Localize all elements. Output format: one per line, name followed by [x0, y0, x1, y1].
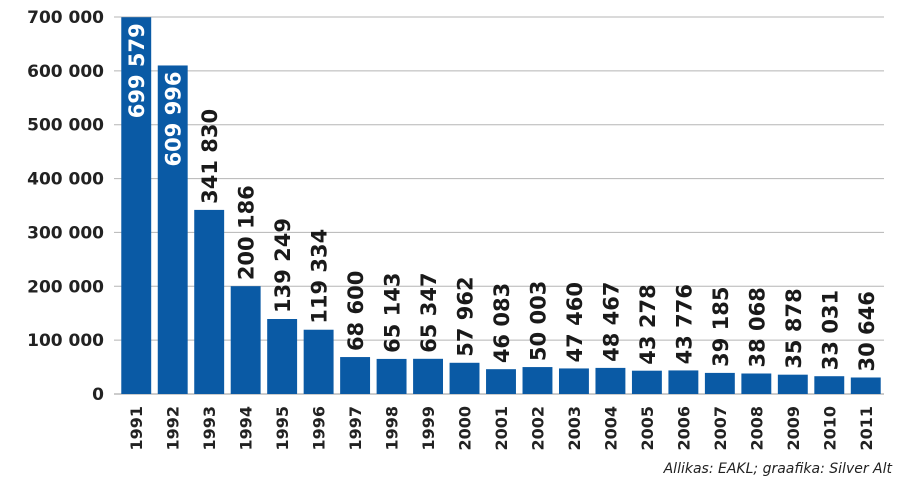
bar — [340, 357, 371, 394]
bars — [121, 17, 881, 395]
data-label: 57 962 — [454, 276, 478, 356]
data-label: 65 347 — [417, 272, 441, 352]
x-tick-label: 1996 — [310, 406, 329, 451]
data-label: 50 003 — [526, 281, 550, 361]
y-tick-label: 400 000 — [27, 170, 104, 190]
x-tick-label: 2009 — [784, 406, 803, 451]
bar — [303, 329, 334, 394]
bar — [595, 367, 626, 394]
bar — [194, 209, 225, 394]
x-tick-label: 2011 — [857, 406, 876, 451]
data-label: 43 776 — [672, 284, 696, 364]
bar — [230, 286, 261, 394]
bar — [850, 377, 881, 394]
y-tick-label: 0 — [92, 385, 104, 405]
x-tick-label: 2007 — [711, 406, 730, 451]
bar — [157, 65, 188, 395]
bar — [668, 370, 699, 394]
x-tick-label: 2000 — [456, 406, 475, 451]
source-caption: Allikas: EAKL; graafika: Silver Alt — [663, 461, 892, 477]
bar — [267, 319, 298, 394]
x-tick-label: 1995 — [273, 406, 292, 451]
bar — [376, 358, 407, 394]
bar — [558, 368, 589, 394]
y-tick-label: 500 000 — [27, 116, 104, 136]
y-tick-label: 100 000 — [27, 331, 104, 351]
data-label: 38 068 — [745, 287, 769, 367]
x-tick-label: 1999 — [419, 406, 438, 451]
bar — [741, 373, 772, 394]
data-label: 68 600 — [344, 271, 368, 351]
data-label: 119 334 — [308, 229, 332, 324]
bar — [413, 358, 444, 394]
x-tick-label: 2010 — [820, 406, 839, 451]
bar — [631, 370, 662, 394]
data-label: 65 143 — [381, 273, 405, 353]
data-label: 609 996 — [162, 71, 186, 166]
x-tick-label: 2001 — [492, 406, 511, 451]
x-tick-label: 1992 — [164, 406, 183, 451]
x-tick-label: 1991 — [127, 406, 146, 451]
x-tick-label: 1994 — [237, 406, 256, 451]
x-tick-label: 2003 — [565, 406, 584, 451]
data-label: 33 031 — [818, 290, 842, 370]
x-tick-label: 2006 — [674, 406, 693, 451]
y-tick-label: 200 000 — [27, 277, 104, 297]
bar — [704, 372, 735, 394]
data-label: 46 083 — [490, 283, 514, 363]
x-tick-label: 2005 — [638, 406, 657, 451]
bar — [486, 369, 516, 394]
data-label: 43 278 — [636, 284, 660, 364]
x-tick-label: 1997 — [346, 406, 365, 451]
x-tick-label: 1998 — [383, 406, 402, 451]
data-label: 35 878 — [782, 288, 806, 368]
data-label: 48 467 — [599, 282, 623, 362]
data-label: 39 185 — [709, 287, 733, 367]
data-label: 341 830 — [198, 109, 222, 204]
bar — [777, 374, 808, 394]
data-label: 200 186 — [235, 185, 259, 280]
bar — [814, 376, 845, 394]
x-tick-label: 2002 — [528, 406, 547, 451]
x-tick-label: 2008 — [747, 406, 766, 451]
x-tick-label: 2004 — [601, 406, 620, 451]
x-tick-label: 1993 — [200, 406, 219, 451]
bar — [449, 362, 480, 394]
y-axis: 0 100 000 200 000 300 000 400 000 500 000 600 … — [27, 8, 104, 405]
y-tick-label: 300 000 — [27, 223, 104, 243]
y-tick-label: 700 000 — [27, 8, 104, 28]
bar — [121, 17, 152, 394]
data-label: 699 579 — [125, 23, 149, 118]
data-label: 139 249 — [271, 218, 295, 313]
value-labels: 699 579 609 996 341 830 200 186 139 249 119 3… — [125, 23, 879, 371]
bar — [522, 367, 553, 394]
x-axis: 1991 1992 1993 1994 1995 1996 1997 1998 1999 2000… — [127, 406, 876, 451]
data-label: 30 646 — [855, 291, 879, 371]
data-label: 47 460 — [563, 282, 587, 362]
y-tick-label: 600 000 — [27, 62, 104, 82]
